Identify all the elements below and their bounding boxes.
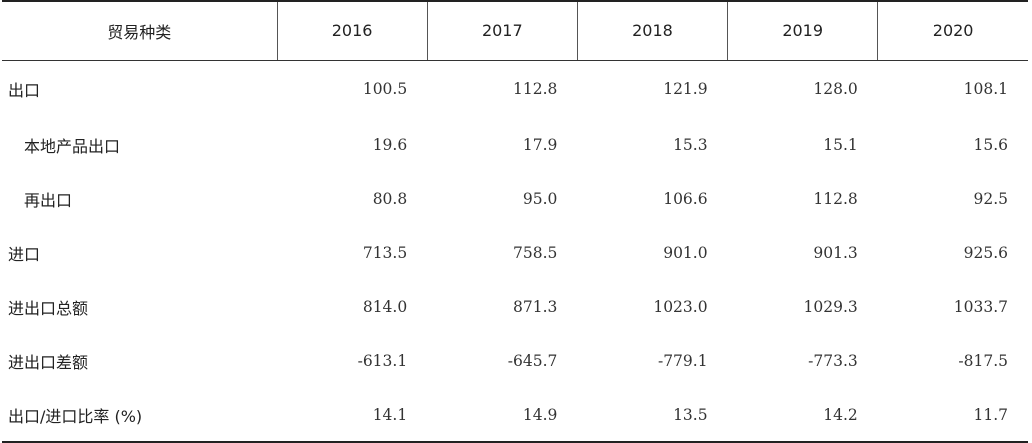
- cell-value: 17.9: [522, 136, 558, 154]
- table-row: 再出口 80.8 95.0 106.6 112.8 92.5: [2, 172, 1028, 226]
- cell-value: 95.0: [522, 190, 558, 208]
- table-row: 出口 100.5 112.8 121.9 128.0 108.1: [2, 60, 1028, 118]
- row-label: 进出口差额: [8, 353, 89, 372]
- cell-value: 15.6: [973, 136, 1008, 154]
- cell-value: -779.1: [657, 352, 708, 370]
- cell-value: 871.3: [513, 298, 558, 316]
- cell-value: 106.6: [663, 190, 708, 208]
- header-year-2019: 2019: [727, 0, 878, 61]
- cell-value: 19.6: [372, 136, 408, 154]
- cell-value: 112.8: [813, 190, 858, 208]
- cell-value: 925.6: [963, 244, 1008, 262]
- header-year-2018: 2018: [576, 0, 728, 61]
- cell-value: 128.0: [813, 80, 858, 99]
- cell-value: 80.8: [372, 190, 408, 208]
- cell-value: 814.0: [362, 298, 408, 316]
- cell-value: 713.5: [362, 244, 408, 262]
- cell-value: 901.3: [813, 244, 858, 262]
- cell-value: 1033.7: [953, 298, 1008, 316]
- cell-value: 1023.0: [653, 298, 708, 316]
- row-label: 本地产品出口: [24, 137, 121, 156]
- cell-value: 15.3: [673, 136, 708, 154]
- cell-value: 121.9: [663, 80, 708, 99]
- header-year-2016: 2016: [276, 0, 428, 61]
- cell-value: -645.7: [507, 352, 558, 370]
- cell-value: 108.1: [963, 80, 1008, 99]
- header-row: 贸易种类 2016 2017 2018 2019 2020: [2, 0, 1028, 61]
- cell-value: 901.0: [663, 244, 708, 262]
- table-row: 进出口差额 -613.1 -645.7 -779.1 -773.3 -817.5: [2, 334, 1028, 388]
- header-year-2017: 2017: [426, 0, 578, 61]
- cell-value: -773.3: [808, 352, 858, 370]
- row-label: 出口: [8, 81, 41, 101]
- cell-value: 92.5: [973, 190, 1008, 208]
- cell-value: 15.1: [823, 136, 858, 154]
- cell-value: 100.5: [362, 80, 408, 99]
- cell-value: 112.8: [513, 80, 558, 99]
- header-year-2020: 2020: [877, 0, 1028, 61]
- row-label: 进出口总额: [8, 299, 89, 318]
- row-label: 再出口: [24, 191, 73, 210]
- cell-value: 1029.3: [803, 298, 858, 316]
- table-row: 进口 713.5 758.5 901.0 901.3 925.6: [2, 226, 1028, 280]
- row-label: 进口: [8, 245, 41, 264]
- header-label-column: 贸易种类: [2, 0, 278, 61]
- cell-value: -817.5: [958, 352, 1008, 370]
- table-row: 进出口总额 814.0 871.3 1023.0 1029.3 1033.7: [2, 280, 1028, 334]
- table-row: 本地产品出口 19.6 17.9 15.3 15.1 15.6: [2, 118, 1028, 172]
- cell-value: 758.5: [513, 244, 558, 262]
- cell-value: -613.1: [357, 352, 408, 370]
